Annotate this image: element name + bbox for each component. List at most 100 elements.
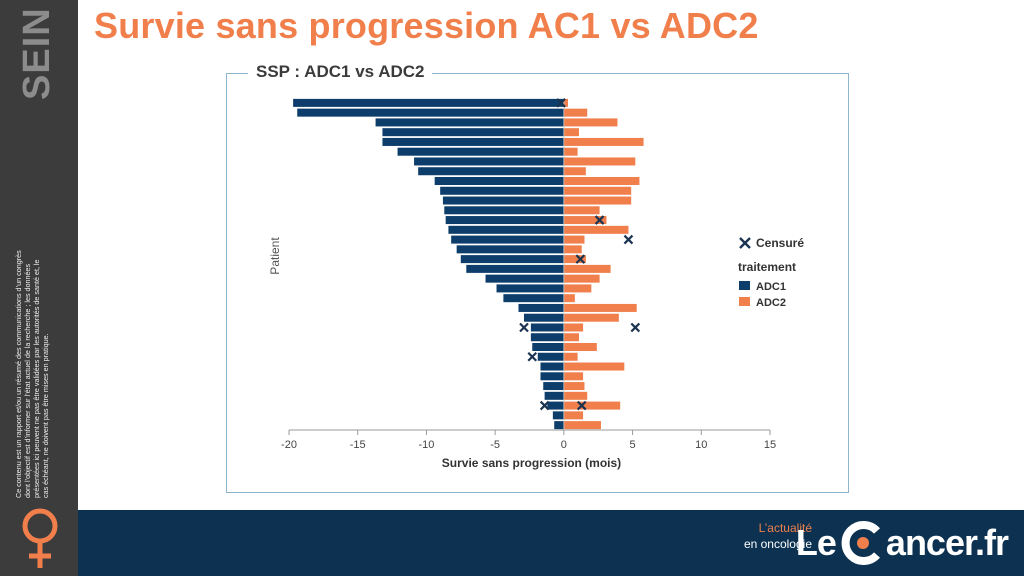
bar-adc1 — [518, 303, 564, 312]
bar-adc1 — [382, 128, 564, 137]
censored-marker — [623, 234, 634, 245]
bar-adc2 — [563, 313, 619, 322]
bar-adc1 — [293, 98, 564, 107]
censored-marker — [576, 400, 587, 411]
bar-adc2 — [563, 176, 640, 186]
bar-adc1 — [444, 206, 564, 215]
legend-label: ADC1 — [756, 281, 786, 293]
bar-adc1 — [448, 225, 564, 234]
bar-adc2 — [563, 372, 584, 381]
bar-adc1 — [382, 137, 564, 146]
legend-censored-label: Censuré — [756, 236, 804, 250]
bar-adc2 — [563, 137, 644, 146]
bar-adc2 — [563, 401, 621, 410]
x-axis-label: Survie sans progression (mois) — [442, 456, 621, 470]
bar-adc2 — [563, 333, 579, 342]
bar-adc1 — [547, 401, 564, 410]
censored-marker — [630, 322, 641, 333]
bar-adc1 — [530, 333, 564, 342]
bar-adc1 — [524, 313, 564, 322]
bar-adc2 — [563, 118, 618, 127]
logo[interactable]: Le ancer.fr — [795, 516, 1009, 570]
bar-adc2 — [563, 323, 584, 332]
bar-adc2 — [563, 382, 585, 391]
logo-text-left: Le — [795, 522, 837, 563]
bar-adc1 — [418, 167, 564, 176]
bar-adc2 — [563, 157, 636, 166]
sidebar: SEIN Ce contenu est un rapport et/ou un … — [0, 0, 78, 576]
bar-adc1 — [397, 147, 564, 156]
bar-adc1 — [485, 274, 564, 283]
bar-adc2 — [563, 284, 592, 293]
bar-adc1 — [460, 255, 564, 264]
censored-marker — [575, 254, 586, 264]
bar-adc1 — [503, 294, 564, 303]
bar-adc2 — [563, 303, 637, 312]
x-tick-label: 15 — [764, 439, 776, 451]
chart-title: SSP : ADC1 vs ADC2 — [248, 62, 433, 82]
bar-adc2 — [563, 216, 607, 225]
legend-censored-marker — [739, 237, 751, 249]
bar-adc1 — [297, 108, 564, 117]
bar-adc1 — [466, 264, 564, 273]
bar-adc1 — [451, 235, 564, 244]
bar-adc2 — [563, 391, 588, 400]
bar-adc2 — [563, 411, 584, 420]
bar-adc1 — [540, 372, 564, 381]
tagline-line1: L’actualité — [758, 521, 812, 535]
bar-adc1 — [540, 362, 564, 371]
footer-bar: L’actualité en oncologie Le ancer.fr — [78, 510, 1024, 576]
bar-adc2 — [563, 167, 586, 176]
bar-adc2 — [563, 342, 597, 352]
bar-adc2 — [563, 245, 582, 254]
bar-adc1 — [442, 196, 564, 205]
censored-marker — [519, 322, 529, 333]
bar-adc1 — [532, 342, 564, 352]
bar-adc2 — [563, 98, 568, 107]
bar-adc1 — [445, 216, 564, 225]
censored-marker — [556, 98, 566, 108]
bar-adc2 — [563, 264, 611, 273]
y-axis-label: Patient — [268, 237, 282, 275]
bar-adc1 — [554, 421, 564, 430]
tagline-line2: en oncologie — [743, 537, 812, 551]
logo-c-icon — [841, 521, 880, 565]
chart-svg: -20 -15 -10 -5 0 5 10 15 Survie sans progression… — [268, 98, 804, 470]
page-title: Survie sans progression AC1 vs ADC2 — [94, 5, 759, 46]
bar-adc2 — [563, 352, 578, 361]
chart-frame — [226, 73, 849, 493]
bar-adc1 — [544, 391, 564, 400]
bar-adc2 — [563, 147, 578, 156]
censored-marker — [527, 351, 538, 362]
bar-adc1 — [496, 284, 564, 293]
x-tick-label: 10 — [695, 439, 707, 451]
censored-marker — [539, 400, 550, 411]
bar-adc2 — [563, 225, 629, 234]
tagline: L’actualité en oncologie — [744, 520, 812, 552]
bar-adc1 — [530, 323, 564, 332]
x-tick-label: -20 — [281, 439, 297, 451]
legend-title: traitement — [738, 260, 796, 274]
bar-adc2 — [563, 108, 588, 117]
bar-adc2 — [563, 196, 632, 205]
bar-adc2 — [563, 235, 585, 244]
bar-adc1 — [414, 157, 564, 166]
x-tick-label: 0 — [561, 439, 567, 451]
bar-adc2 — [563, 206, 600, 215]
legend-swatch — [739, 281, 750, 290]
x-tick-label: -10 — [418, 439, 434, 451]
legend-label: ADC2 — [756, 297, 786, 309]
bar-adc2 — [563, 294, 575, 303]
x-tick-label: -5 — [490, 439, 500, 451]
bar-adc2 — [563, 128, 579, 137]
censored-marker — [594, 215, 605, 225]
bar-adc2 — [563, 362, 625, 371]
bar-adc1 — [552, 411, 564, 420]
bar-adc1 — [440, 186, 564, 195]
x-tick-label: 5 — [630, 439, 636, 451]
bar-adc2 — [563, 255, 586, 264]
x-tick-label: -15 — [350, 439, 366, 451]
venus-icon — [22, 508, 58, 568]
bar-adc1 — [543, 382, 564, 391]
bar-adc2 — [563, 421, 601, 430]
